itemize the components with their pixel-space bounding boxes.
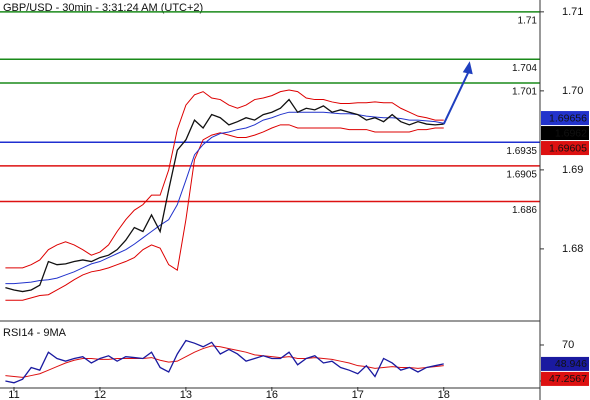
level-label: 1.686 — [512, 205, 537, 216]
forecast-arrowhead — [462, 61, 473, 75]
x-tick-label: 11 — [8, 389, 19, 400]
level-label: 1.6905 — [506, 170, 537, 181]
price-marker — [541, 111, 589, 126]
panel-title: RSI14 - 9MA — [3, 327, 67, 339]
price-marker — [541, 126, 589, 141]
price-marker — [541, 371, 589, 386]
level-label: 1.704 — [512, 63, 537, 74]
x-tick-label: 17 — [352, 389, 364, 400]
price-marker-label: 1.6962 — [555, 127, 587, 139]
price-marker-label: 1.69605 — [549, 142, 587, 154]
y-tick-label: 70 — [562, 339, 574, 351]
forecast-arrow — [442, 68, 471, 125]
x-tick-label: 12 — [94, 389, 106, 400]
level-label: 1.71 — [518, 15, 538, 26]
y-tick-label: 1.71 — [562, 6, 583, 18]
price-marker-label: 1.69656 — [549, 112, 587, 124]
price-marker — [541, 141, 589, 156]
price-marker-label: 47.2567 — [549, 373, 587, 385]
x-tick-label: 13 — [180, 389, 192, 400]
price-marker — [541, 356, 589, 371]
x-tick-label: 16 — [266, 389, 278, 400]
y-tick-label: 1.68 — [562, 243, 583, 255]
series-line — [5, 98, 444, 293]
level-label: 1.701 — [512, 87, 537, 98]
y-tick-label: 1.69 — [562, 164, 583, 176]
series-line — [5, 124, 444, 301]
series-line — [5, 345, 444, 378]
price-marker-label: 48.946 — [555, 358, 587, 370]
series-line — [5, 89, 444, 269]
series-line — [5, 111, 444, 285]
series-line — [5, 339, 444, 384]
x-tick-label: 18 — [438, 389, 450, 400]
y-tick-label: 1.70 — [562, 85, 583, 97]
level-label: 1.6935 — [506, 146, 537, 157]
chart-title: GBP/USD - 30min - 3:31:24 AM (UTC+2) — [3, 2, 203, 14]
